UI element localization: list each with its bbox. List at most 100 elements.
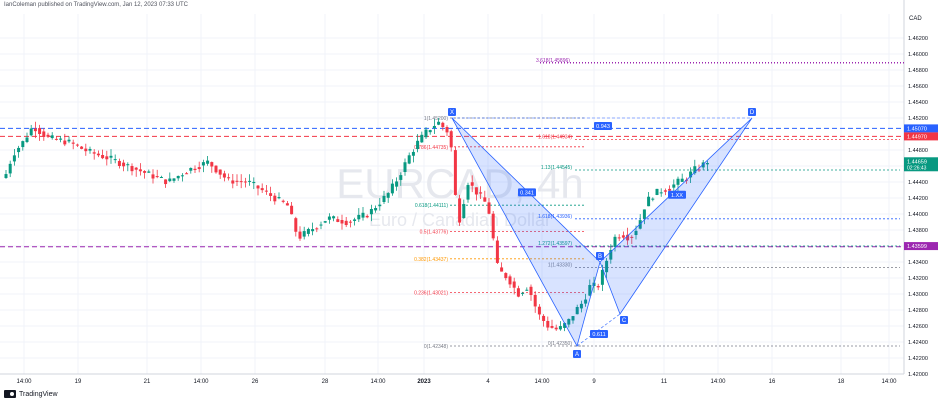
- candle-body: [189, 167, 193, 171]
- candle-body: [642, 209, 646, 219]
- candle-body: [21, 141, 25, 148]
- candle-body: [4, 174, 8, 178]
- candle-body: [411, 151, 415, 156]
- candle-body: [663, 190, 667, 192]
- price-tick-label: 1.44800: [908, 148, 928, 154]
- candle-body: [672, 184, 676, 188]
- candle-body: [432, 125, 436, 129]
- candle-body: [525, 289, 529, 291]
- fib-extension-label: 0(1.42350): [548, 341, 573, 347]
- candle-body: [668, 188, 672, 191]
- candle-body: [500, 267, 504, 272]
- fib-extension-label: 1.272(1.43597): [538, 241, 572, 247]
- candle-body: [697, 169, 701, 171]
- candle-body: [655, 188, 659, 195]
- candle-body: [180, 175, 184, 177]
- tradingview-brand-label: TradingView: [19, 390, 58, 398]
- candle-body: [185, 173, 189, 175]
- candle-body: [416, 140, 420, 150]
- candle-body: [130, 166, 134, 172]
- candle-body: [46, 134, 50, 137]
- candle-body: [50, 135, 54, 139]
- candle-body: [319, 224, 323, 226]
- candle-body: [386, 193, 390, 198]
- price-tick-label: 1.46200: [908, 36, 928, 42]
- candle-body: [218, 169, 222, 175]
- candle-body: [273, 195, 277, 202]
- price-badge: [904, 157, 938, 172]
- candle-body: [504, 273, 508, 279]
- candle-body: [260, 188, 264, 191]
- harmonic-point-label: X: [450, 110, 454, 116]
- candle-body: [579, 303, 583, 309]
- candle-body: [357, 214, 361, 220]
- candle-body: [470, 182, 474, 186]
- candle-body: [689, 171, 693, 178]
- candle-body: [693, 166, 697, 174]
- candle-body: [428, 130, 432, 133]
- candle-body: [626, 234, 630, 241]
- candle-body: [533, 294, 537, 307]
- candle-body: [378, 204, 382, 207]
- candle-body: [176, 175, 180, 179]
- candle-body: [264, 190, 268, 192]
- tradingview-logo-icon: [4, 390, 16, 398]
- candle-body: [445, 127, 449, 133]
- candle-body: [483, 197, 487, 202]
- candle-body: [164, 179, 168, 185]
- candle-body: [122, 162, 126, 167]
- candle-body: [584, 299, 588, 304]
- price-tick-label: 1.42400: [908, 340, 928, 346]
- time-tick-label: 14:00: [881, 379, 897, 385]
- horizontal-level-label: 3.618(1.45896): [536, 58, 570, 64]
- harmonic-point-badge: [448, 108, 456, 116]
- candle-body: [227, 177, 231, 179]
- candle-body: [437, 121, 441, 125]
- harmonic-point-label: D: [750, 110, 755, 116]
- time-tick-label: 16: [769, 379, 776, 385]
- candle-body: [462, 204, 466, 219]
- candle-body: [25, 137, 29, 142]
- harmonic-point-badge: [748, 108, 756, 116]
- price-tick-label: 1.42000: [908, 372, 928, 378]
- harmonic-point-label: A: [575, 352, 579, 358]
- candle-body: [252, 181, 256, 184]
- fib-level-label: 0.786(1.44735): [414, 145, 448, 151]
- candle-body: [33, 128, 37, 132]
- fib-level-label: 0.618(1.44111): [415, 203, 449, 209]
- candle-body: [441, 122, 445, 128]
- candle-body: [306, 228, 310, 234]
- price-tick-label: 1.43400: [908, 260, 928, 266]
- candle-body: [12, 155, 16, 162]
- price-tick-label: 1.42800: [908, 308, 928, 314]
- price-tick-label: 1.43800: [908, 228, 928, 234]
- candle-body: [407, 155, 411, 164]
- candle-body: [420, 134, 424, 143]
- candle-body: [567, 318, 571, 325]
- price-tick-label: 1.42600: [908, 324, 928, 330]
- time-tick-label: 14:00: [193, 379, 209, 385]
- candle-body: [75, 144, 79, 146]
- candle-body: [705, 163, 709, 165]
- price-tick-label: 1.45600: [908, 84, 928, 90]
- candle-body: [634, 230, 638, 235]
- candle-body: [403, 162, 407, 172]
- harmonic-ratio-badge: [518, 188, 536, 197]
- candle-body: [508, 276, 512, 285]
- candle-body: [231, 180, 235, 184]
- candle-body: [701, 162, 705, 168]
- candle-body: [600, 269, 604, 285]
- candle-body: [109, 155, 113, 158]
- candle-body: [395, 181, 399, 187]
- candle-body: [617, 237, 621, 239]
- candle-body: [222, 173, 226, 178]
- candle-body: [479, 192, 483, 194]
- time-tick-label: 19: [75, 379, 82, 385]
- harmonic-bcd-triangle: [599, 117, 753, 315]
- harmonic-ratio-label: 0.611: [592, 332, 605, 338]
- candle-body: [71, 142, 75, 144]
- candle-body: [361, 212, 365, 218]
- candle-body: [17, 147, 21, 153]
- price-badge-label: 1.44659: [907, 159, 927, 165]
